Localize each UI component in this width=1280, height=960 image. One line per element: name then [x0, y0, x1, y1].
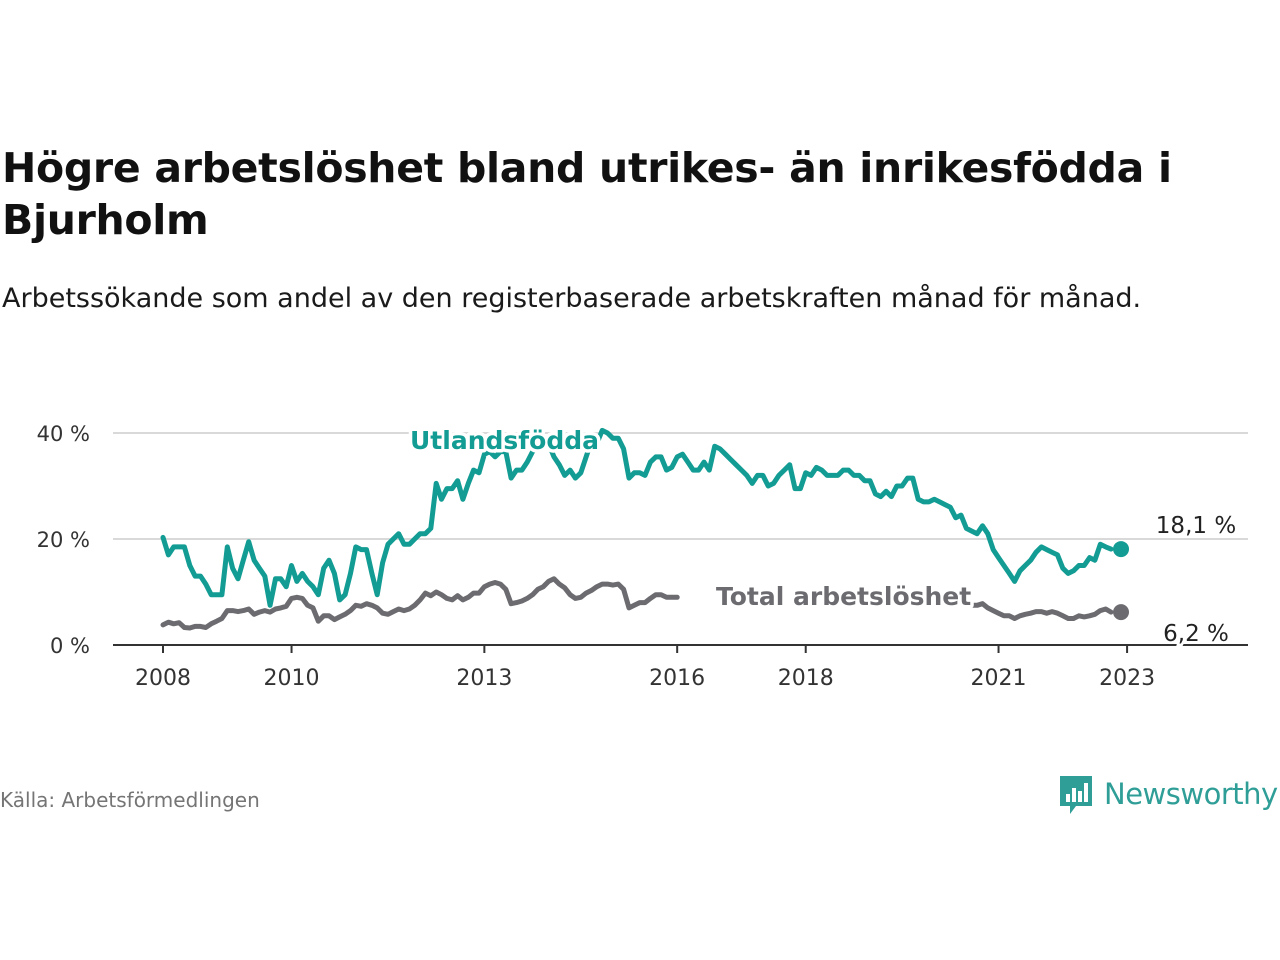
line-chart: 0 % 20 % 40 % 2008 2010 2013 2016 2018 2021 2023…: [37, 422, 1248, 691]
brand-logo: Newsworthy: [1058, 772, 1278, 816]
x-tick-label: 2018: [778, 666, 834, 691]
x-tick-label: 2010: [264, 666, 320, 691]
series-line-foreign-born: [160, 427, 1114, 608]
y-tick-label: 20 %: [37, 528, 90, 552]
series-line-total: [931, 592, 1114, 621]
chart-subtitle: Arbetssökande som andel av den registerb…: [2, 283, 1142, 314]
series-line-total: [160, 576, 680, 631]
series-labels: 18,1 % Utlandsfödda 6,2 % Total arbetslöshe…: [407, 423, 1239, 650]
end-value-label: 18,1 %: [1156, 513, 1236, 539]
series-name-label: Utlandsfödda: [410, 426, 599, 455]
brand-name: Newsworthy: [1104, 777, 1278, 811]
x-tick-label: 2008: [135, 666, 191, 691]
gridlines: [113, 432, 1248, 646]
x-axis-ticks: 2008 2010 2013 2016 2018 2021 2023: [135, 645, 1155, 691]
x-tick-label: 2023: [1099, 666, 1155, 691]
y-tick-label: 40 %: [37, 422, 90, 446]
end-point-marker: [1113, 541, 1130, 558]
end-value-label: 6,2 %: [1163, 621, 1229, 647]
x-tick-label: 2021: [971, 666, 1027, 691]
end-point-marker: [1113, 604, 1130, 621]
y-axis-ticks: 0 % 20 % 40 %: [37, 422, 90, 658]
source-note: Källa: Arbetsförmedlingen: [0, 788, 260, 812]
series-lines: [160, 427, 1130, 631]
series-name-label: Total arbetslöshet: [716, 582, 971, 611]
chart-title: Högre arbetslöshet bland utrikes- än inr…: [2, 144, 1172, 244]
y-tick-label: 0 %: [50, 634, 90, 658]
x-tick-label: 2013: [456, 666, 512, 691]
newsworthy-logo-icon: [1060, 776, 1092, 814]
x-tick-label: 2016: [649, 666, 705, 691]
